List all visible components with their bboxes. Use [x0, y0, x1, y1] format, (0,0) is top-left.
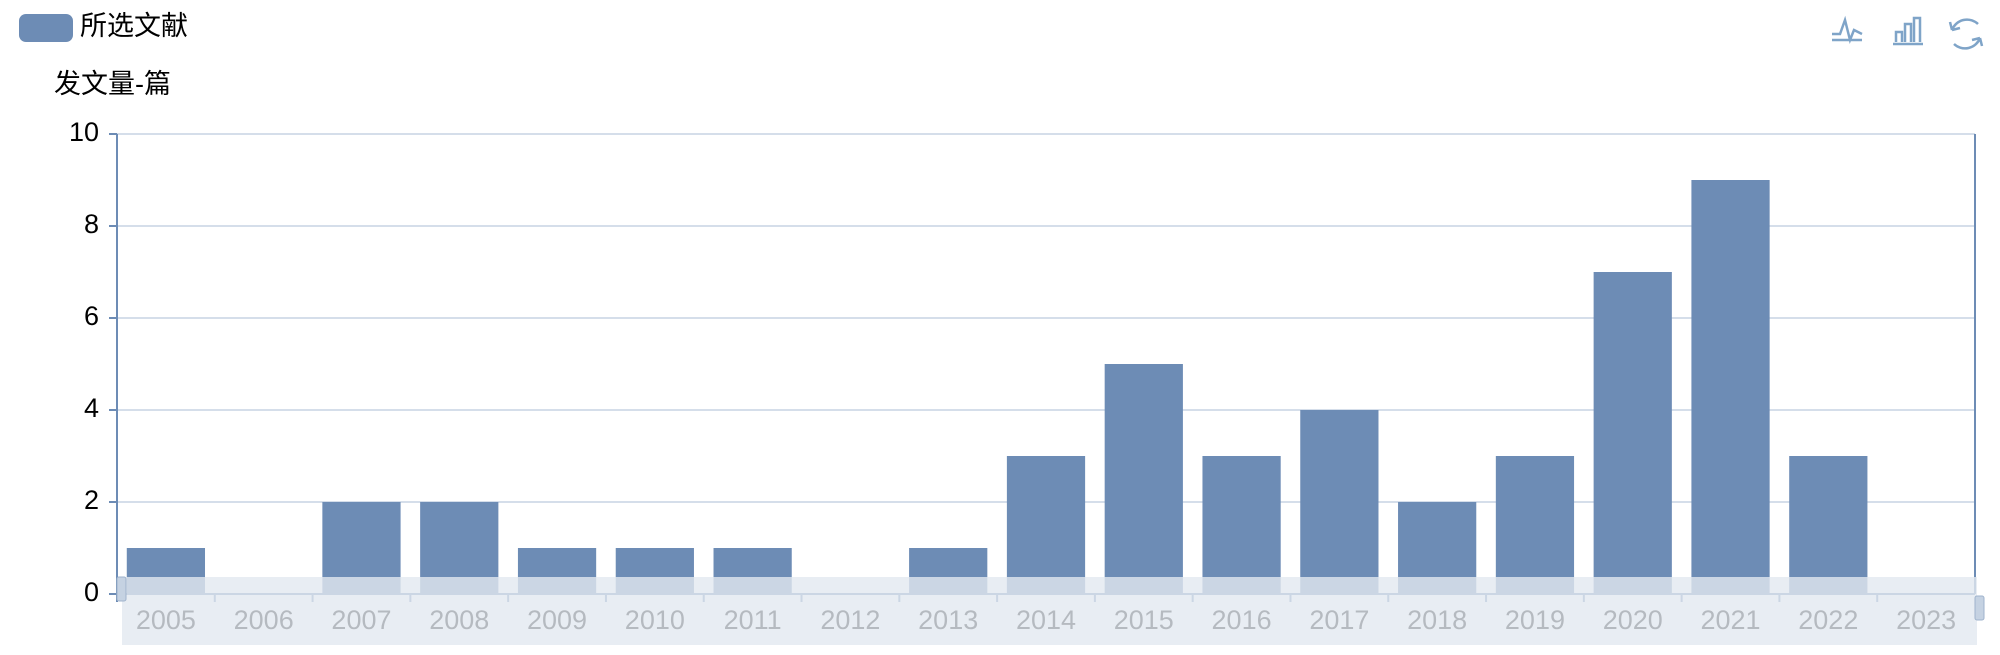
- y-tick-label: 0: [84, 577, 99, 607]
- bar: [1300, 410, 1379, 594]
- legend-swatch[interactable]: [19, 14, 73, 42]
- bar-toggle[interactable]: [1893, 16, 1923, 46]
- y-axis-label: 发文量-篇: [54, 69, 171, 99]
- bar: [1495, 456, 1575, 594]
- y-tick-label: 4: [84, 393, 99, 423]
- bar: [1789, 456, 1868, 594]
- y-tick-label: 2: [84, 485, 99, 515]
- y-tick-label: 6: [84, 301, 99, 331]
- bar: [1202, 456, 1281, 594]
- bar: [1593, 272, 1672, 594]
- restore[interactable]: [1948, 18, 1984, 50]
- bar: [1006, 456, 1086, 594]
- legend-label[interactable]: 所选文献: [80, 11, 188, 41]
- zoom-handle[interactable]: [116, 576, 127, 602]
- zoom-handle[interactable]: [1974, 595, 1985, 621]
- bar: [1104, 364, 1183, 594]
- y-tick-label: 10: [69, 117, 99, 147]
- data-zoom[interactable]: [122, 577, 1977, 645]
- bar: [1691, 180, 1770, 594]
- toolbox: [1832, 15, 1984, 50]
- line-toggle[interactable]: [1832, 15, 1863, 45]
- y-tick-label: 8: [84, 209, 99, 239]
